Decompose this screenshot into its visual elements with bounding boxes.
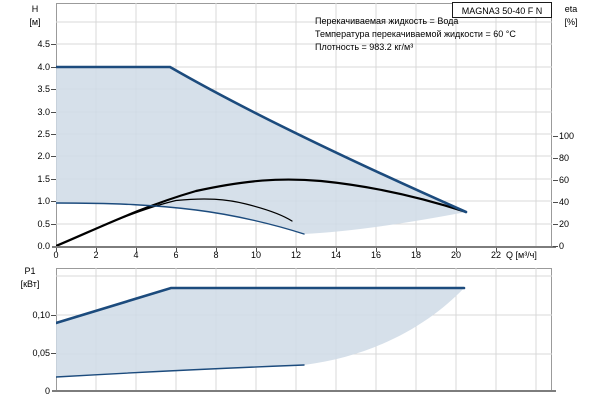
tick-mark [553,180,558,181]
h-tick-label: 4.0 [37,62,50,72]
h-axis-name: H [31,4,39,14]
tick-mark [553,136,558,137]
h-tick-label: 2.5 [37,129,50,139]
eta-axis-unit: [%] [564,17,578,27]
tick-mark [51,156,56,157]
q-tick-label: 10 [250,250,261,260]
tick-mark [553,158,558,159]
condition-liquid: Перекачиваемая жидкость = Вода [315,16,459,26]
tick-mark [51,315,56,316]
operating-envelope-fill [56,67,466,234]
tick-mark [553,246,558,247]
p1-x-axis-line [52,390,556,392]
eta-axis-name: eta [564,4,578,14]
q-tick-label: 4 [133,250,139,260]
eta-axis-label: eta [%] [556,3,586,29]
q-tick-label: 12 [290,250,301,260]
h-tick-label: 1.0 [37,196,50,206]
q-tick-label: 6 [173,250,179,260]
h-tick-label: 0.0 [37,241,50,251]
tick-mark [51,201,56,202]
eta-tick-label: 80 [559,153,570,163]
eta-tick-label: 60 [559,175,570,185]
pumped-liquid-conditions: Перекачиваемая жидкость = Вода Температу… [315,15,516,54]
tick-mark [456,248,457,252]
tick-mark [216,248,217,252]
tick-mark [96,248,97,252]
tick-mark [51,353,56,354]
tick-mark [496,248,497,252]
pump-model-box: MAGNA3 50-40 F N [452,2,552,18]
tick-mark [51,179,56,180]
p1-tick-label: 0,05 [32,348,50,358]
tick-mark [51,44,56,45]
q-tick-label: 8 [213,250,219,260]
tick-mark [416,248,417,252]
h-tick-label: 2.0 [37,151,50,161]
tick-mark [336,248,337,252]
efficiency-curve-reduced [56,198,293,247]
condition-density: Плотность = 983.2 кг/м³ [315,42,414,52]
tick-mark [51,134,56,135]
tick-mark [56,248,57,252]
tick-mark [376,248,377,252]
p1-tick-label: 0 [44,386,50,396]
h-tick-label: 3.5 [37,84,50,94]
tick-mark [51,224,56,225]
condition-temperature: Температура перекачиваемой жидкости = 60… [315,29,516,39]
p1-axis-name: P1 [24,266,36,276]
p1-axis-unit: [кВт] [20,279,40,289]
p1-tick-label: 0,10 [32,310,50,320]
h-tick-label: 4.5 [37,39,50,49]
p1-envelope-fill [56,288,464,377]
q-tick-label: 2 [93,250,99,260]
tick-mark [553,202,558,203]
p1-min-curve [56,364,305,378]
eta-tick-label: 0 [559,241,565,251]
hq-x-axis-line [52,246,556,248]
q-tick-label: 16 [370,250,381,260]
max-speed-curve [56,65,468,214]
h-tick-label: 0.5 [37,219,50,229]
tick-mark [51,67,56,68]
q-tick-label: 18 [410,250,421,260]
q-tick-label: 20 [450,250,461,260]
eta-tick-label: 40 [559,197,570,207]
q-tick-label: 22 [490,250,501,260]
eta-tick-label: 100 [559,131,575,141]
tick-mark [136,248,137,252]
q-axis-unit-label: Q [м³/ч] [506,250,537,260]
tick-mark [553,224,558,225]
p1-max-curve [56,286,466,325]
tick-mark [256,248,257,252]
h-axis-unit: [м] [29,17,41,27]
hq-plot [56,3,552,247]
tick-mark [296,248,297,252]
h-axis-label: H [м] [20,3,50,29]
h-tick-label: 1.5 [37,174,50,184]
p1-axis-label: P1 [кВт] [10,265,50,291]
h-tick-label: 3.0 [37,107,50,117]
p1-plot [56,268,552,392]
eta-tick-label: 20 [559,219,570,229]
tick-mark [51,89,56,90]
q-tick-label: 0 [53,250,59,260]
tick-mark [51,112,56,113]
min-speed-curve [56,202,305,235]
tick-mark [176,248,177,252]
q-tick-label: 14 [330,250,341,260]
